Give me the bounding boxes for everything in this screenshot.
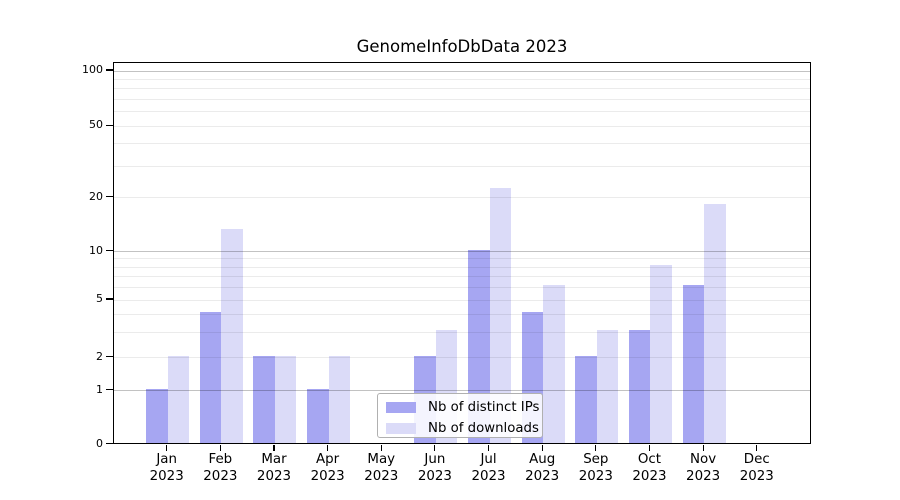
y-tick-mark-0 [106, 442, 113, 445]
bar-apr-downloads [328, 355, 351, 443]
minor-gridline-40 [114, 143, 810, 145]
x-tick-label-dec: Dec 2023 [739, 452, 774, 484]
y-tick-mark-100 [106, 69, 113, 71]
legend: Nb of distinct IPs Nb of downloads [377, 393, 543, 438]
minor-gridline-9 [114, 258, 810, 260]
minor-gridline-30 [114, 165, 810, 167]
y-tick-label-10: 10 [89, 243, 103, 257]
minor-gridline-70 [114, 98, 810, 100]
y-tick-label-2: 2 [96, 349, 103, 363]
minor-gridline-50 [114, 125, 810, 127]
x-tick-label-apr: Apr 2023 [310, 452, 345, 484]
x-tick-mark-jun [434, 445, 436, 451]
x-tick-label-nov: Nov 2023 [686, 452, 721, 484]
x-tick-mark-sep [595, 445, 597, 451]
bar-feb-distinct-ips [199, 312, 222, 443]
x-tick-label-mar: Mar 2023 [256, 452, 291, 484]
y-tick-mark-5 [106, 298, 113, 300]
legend-label-downloads: Nb of downloads [428, 421, 539, 436]
x-tick-mark-aug [541, 445, 543, 451]
y-tick-label-20: 20 [89, 189, 103, 203]
bar-feb-downloads [221, 229, 243, 443]
bar-sep-downloads [596, 330, 619, 443]
bar-oct-downloads [650, 265, 672, 443]
y-tick-label-50: 50 [89, 118, 103, 132]
bar-jan-distinct-ips [146, 388, 168, 443]
x-tick-label-jun: Jun 2023 [417, 452, 452, 484]
bar-sep-distinct-ips [575, 355, 597, 443]
x-tick-label-oct: Oct 2023 [632, 452, 667, 484]
major-gridline-100 [114, 70, 810, 72]
legend-swatch-downloads [386, 423, 416, 434]
x-tick-mark-jul [487, 445, 490, 451]
bar-mar-downloads [274, 355, 297, 443]
bar-mar-distinct-ips [253, 355, 275, 443]
chart-title: GenomeInfoDbData 2023 [356, 37, 568, 56]
bar-nov-distinct-ips [682, 285, 705, 443]
y-tick-label-0: 0 [96, 436, 103, 450]
x-tick-label-jul: Jul 2023 [471, 452, 506, 484]
y-tick-mark-1 [106, 388, 113, 391]
bar-nov-downloads [704, 203, 726, 443]
y-tick-mark-10 [106, 249, 113, 252]
legend-label-distinct-ips: Nb of distinct IPs [428, 400, 540, 415]
minor-gridline-3 [114, 331, 810, 333]
major-gridline-1 [114, 390, 810, 391]
bar-jan-downloads [167, 355, 190, 443]
x-tick-mark-may [380, 445, 382, 451]
plot-area [113, 62, 811, 444]
bar-aug-downloads [543, 285, 565, 443]
x-tick-label-feb: Feb 2023 [203, 452, 238, 484]
y-tick-label-1: 1 [96, 382, 103, 396]
minor-gridline-80 [114, 88, 810, 90]
legend-item-distinct-ips: Nb of distinct IPs [378, 398, 542, 417]
x-tick-mark-jan [166, 445, 168, 451]
minor-gridline-4 [114, 313, 810, 315]
x-tick-mark-dec [756, 445, 758, 451]
minor-gridline-7 [114, 275, 810, 277]
minor-gridline-6 [114, 286, 810, 288]
y-tick-label-100: 100 [82, 63, 103, 76]
minor-gridline-20 [114, 197, 810, 199]
major-gridline-10 [114, 251, 810, 252]
bar-jul-downloads [489, 188, 512, 443]
x-tick-mark-apr [327, 445, 329, 451]
legend-item-downloads: Nb of downloads [378, 419, 542, 438]
minor-gridline-90 [114, 78, 810, 80]
y-tick-mark-50 [106, 124, 113, 126]
minor-gridline-8 [114, 266, 810, 268]
x-tick-mark-oct [648, 445, 651, 451]
x-tick-mark-mar [273, 445, 275, 451]
x-tick-label-jan: Jan 2023 [149, 452, 184, 484]
x-tick-mark-nov [702, 445, 704, 451]
legend-swatch-distinct-ips [386, 402, 416, 413]
x-tick-label-may: May 2023 [364, 452, 399, 484]
x-tick-label-sep: Sep 2023 [578, 452, 613, 484]
y-tick-mark-20 [106, 196, 113, 198]
x-tick-label-aug: Aug 2023 [525, 452, 560, 484]
minor-gridline-5 [114, 299, 810, 301]
bar-apr-distinct-ips [307, 388, 329, 443]
y-tick-label-5: 5 [96, 292, 103, 305]
minor-gridline-2 [114, 357, 810, 358]
y-tick-mark-2 [106, 355, 113, 358]
bar-oct-distinct-ips [628, 330, 651, 443]
minor-gridline-60 [114, 111, 810, 113]
x-tick-mark-feb [219, 445, 221, 451]
